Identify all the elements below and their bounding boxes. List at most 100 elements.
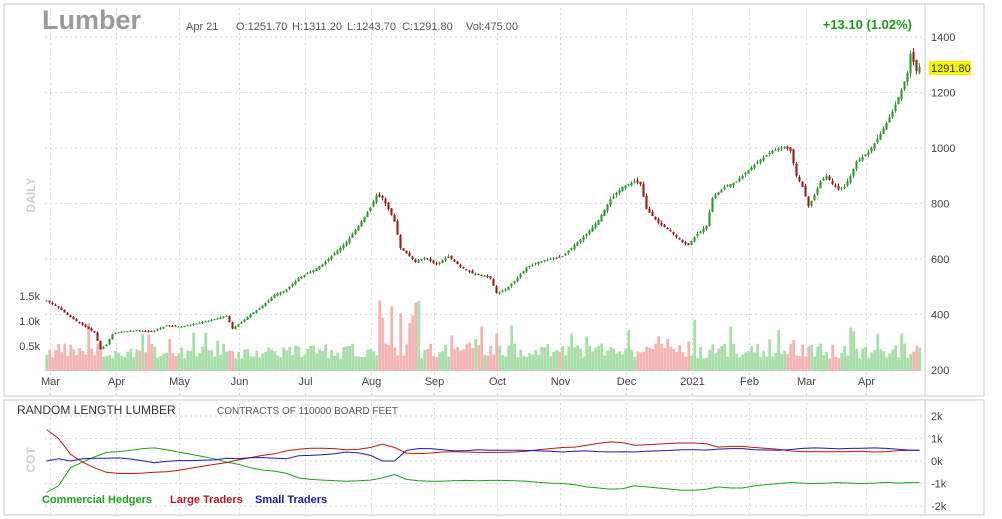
volume-bar [216,340,220,371]
candle-body [243,319,246,322]
candle-body [879,134,882,140]
candle-body [690,240,693,245]
candle-body [786,146,789,149]
volume-bar [489,346,493,371]
volume-bar [255,350,259,371]
volume-bar [870,352,874,371]
volume-bar [759,357,763,371]
volume-bar [168,338,172,371]
volume-bar [687,341,691,371]
volume-bar [567,346,571,371]
volume-bar [612,348,616,371]
candle-body [762,157,765,161]
candle-body [270,297,273,301]
volume-bar [195,356,199,371]
volume-bar [48,349,52,371]
cot-tick-label: -2k [931,501,947,513]
volume-bar [546,344,550,371]
volume-bar [918,347,922,371]
volume-bar [468,342,472,371]
volume-bar [336,352,340,371]
candle-body [423,257,426,259]
volume-bar [270,349,274,371]
candle-body [96,332,99,341]
candle-body [111,333,114,340]
volume-bar [495,333,499,371]
candle-body [747,170,750,174]
volume-bar [594,347,598,371]
cot-lines [46,429,920,493]
volume-bar [771,356,775,371]
candle-body [435,263,438,265]
volume-bar [171,353,175,371]
volume-bar [813,356,817,371]
volume-bar [102,356,106,371]
candle-body [519,274,522,278]
volume-bar [783,350,787,371]
volume-bar [132,357,136,371]
candle-body [444,258,447,261]
candle-body [873,143,876,149]
candle-body [534,263,537,265]
volume-bar [348,345,352,371]
price-tick-label: 1400 [931,32,955,44]
volume-bar [231,351,235,371]
cot-series-line [46,447,920,493]
candle-body [87,326,90,329]
volume-bar [882,351,886,371]
volume-bar [573,347,577,371]
candle-body [627,184,630,186]
candle-body [642,183,645,197]
volume-bar [96,344,100,371]
volume-bar [822,355,826,371]
volume-bar [708,349,712,371]
volume-bar [69,344,73,371]
candle-body [579,239,582,243]
candle-body [657,219,660,223]
candle-body [69,315,72,318]
volume-bar [564,355,568,371]
volume-bar [63,343,67,371]
candle-body [591,227,594,232]
candle-body [360,221,363,227]
cot-tick-label: -1k [931,479,947,491]
candle-body [462,267,465,269]
candle-body [822,178,825,181]
candle-body [390,208,393,216]
price-tick-label: 400 [931,310,949,322]
candle-body [411,256,414,259]
candle-body [765,155,768,157]
volume-bar [180,347,184,371]
candle-body [774,149,777,151]
volume-bar [120,356,124,371]
volume-bar [390,306,394,371]
month-tick-label: Mar [797,376,816,388]
volume-bar [126,351,130,371]
candle-body [675,234,678,237]
volume-bar [297,346,301,371]
candle-body [639,181,642,185]
candle-body [330,256,333,260]
candle-body [72,316,75,320]
volume-bar [657,336,661,371]
cot-series-line [46,447,920,464]
volume-bar [846,355,850,371]
volume-bar [819,343,823,371]
candle-body [123,331,126,333]
volume-bar [426,348,430,371]
month-tick-label: Mar [41,376,60,388]
volume-bar [504,356,508,371]
volume-bar [678,345,682,371]
candle-body [285,289,288,292]
volume-bar [207,349,211,371]
volume-bar [249,356,253,371]
cot-tick-label: 1k [931,434,943,446]
candle-body [777,148,780,151]
candle-body [264,302,267,306]
candle-body [723,186,726,190]
volume-bar [885,357,889,371]
candle-body [297,278,300,282]
candle-body [672,232,675,235]
candle-body [363,216,366,223]
candle-body [348,238,351,243]
